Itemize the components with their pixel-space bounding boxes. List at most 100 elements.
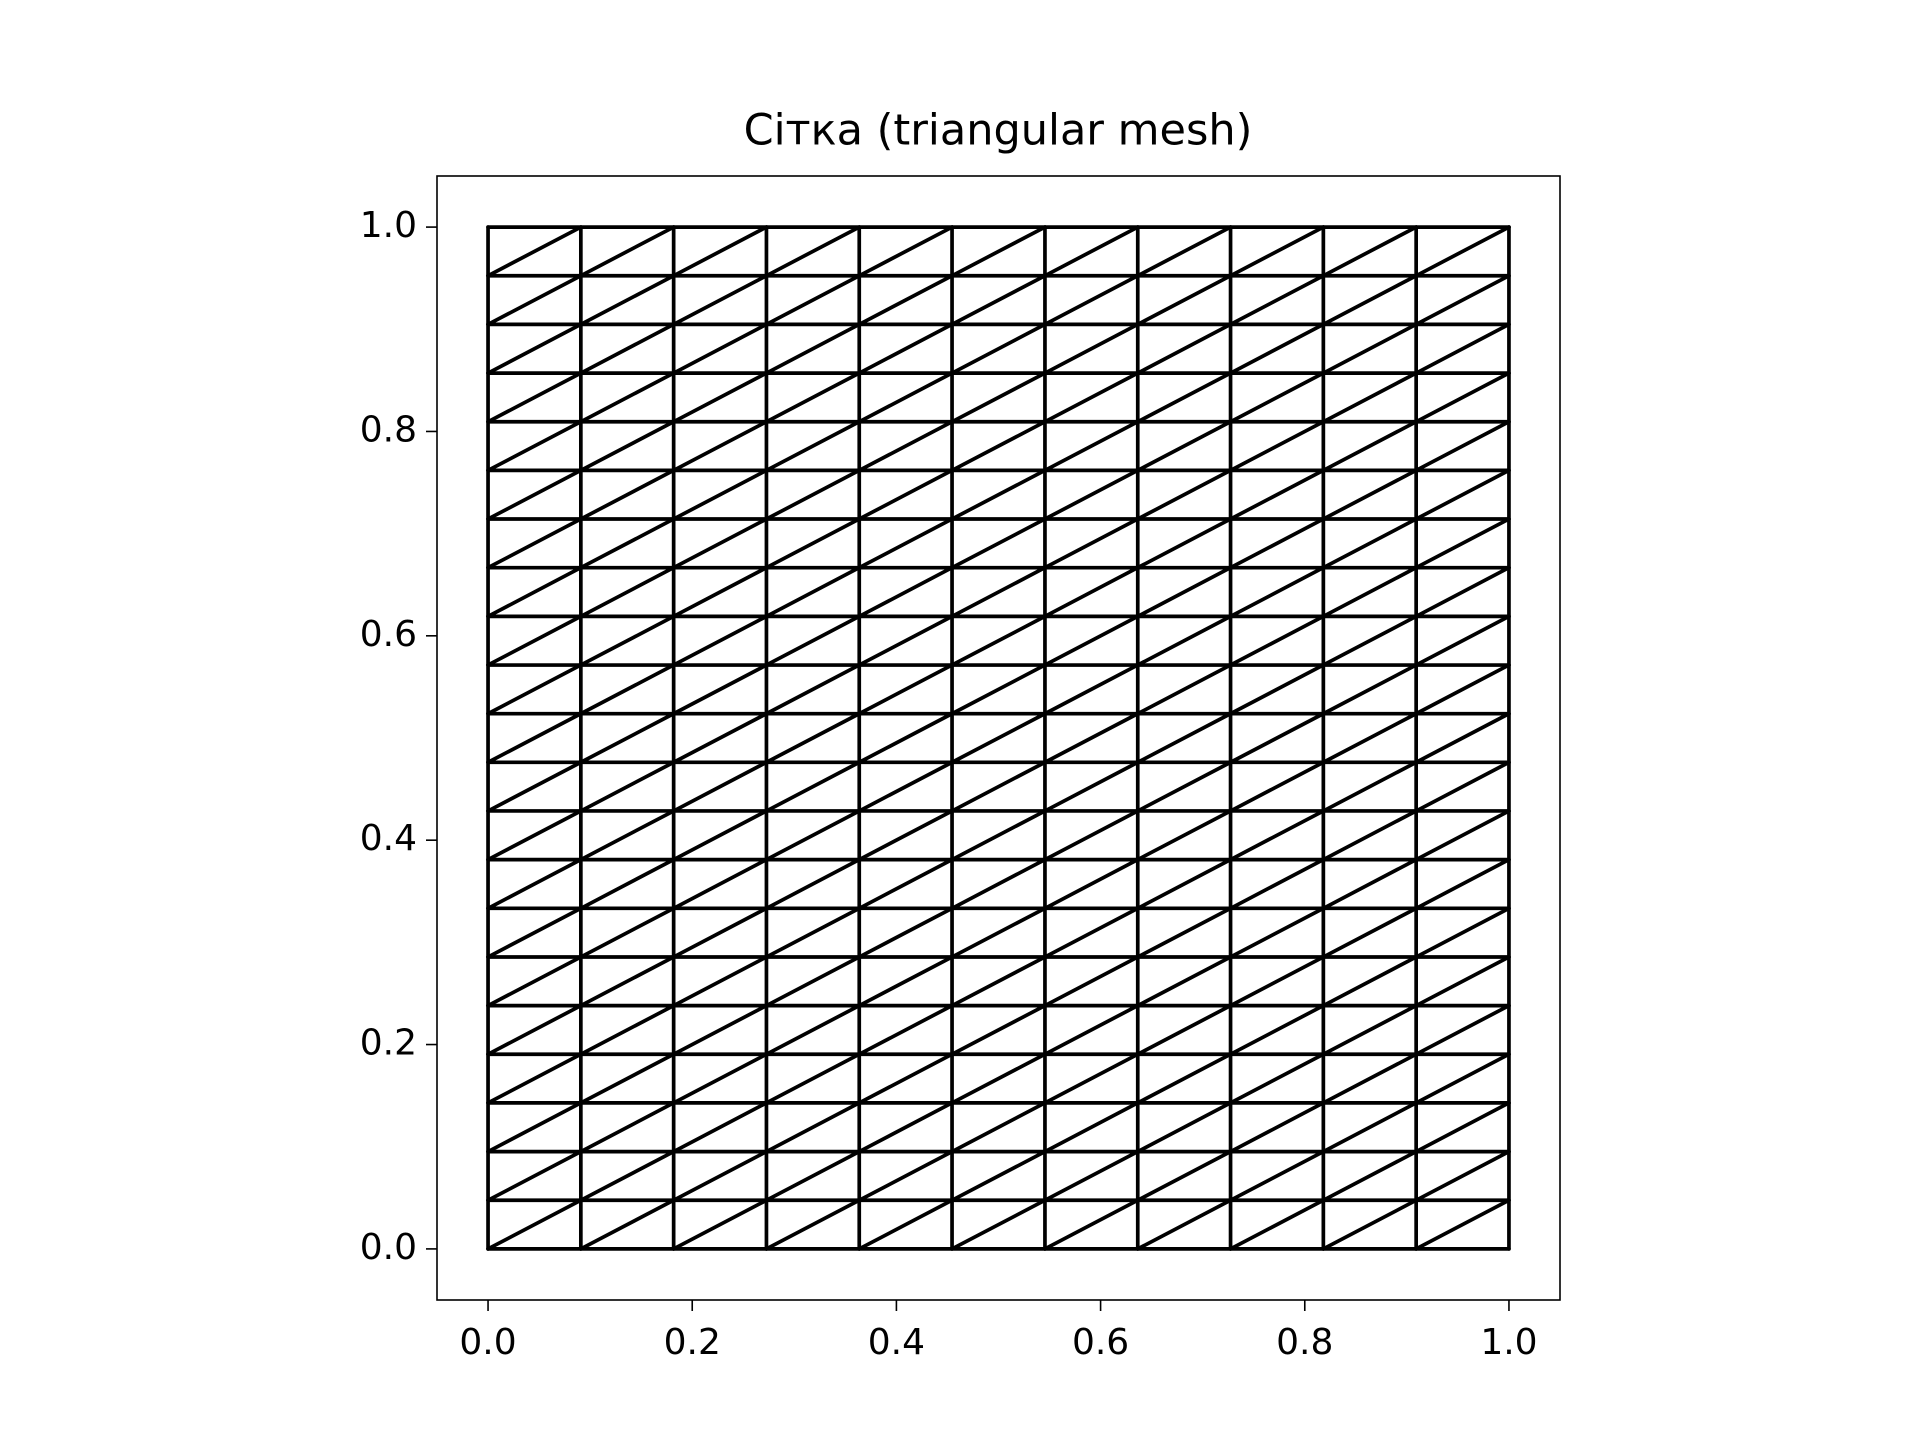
mesh-edge xyxy=(950,906,1047,959)
mesh-edge xyxy=(1321,809,1419,862)
mesh-edge xyxy=(1321,906,1419,959)
mesh-edge xyxy=(486,322,583,375)
mesh-edge xyxy=(578,273,676,327)
mesh-edge xyxy=(857,225,954,278)
mesh-edge xyxy=(1135,517,1233,570)
mesh-edge xyxy=(950,955,1047,1008)
mesh-edge xyxy=(1228,371,1326,424)
mesh-edge xyxy=(486,857,583,911)
mesh-edge xyxy=(1414,663,1511,716)
mesh-edge xyxy=(764,1101,862,1154)
mesh-edge xyxy=(857,322,954,375)
mesh-edge xyxy=(857,809,954,862)
mesh-edge xyxy=(857,565,954,619)
mesh-edge xyxy=(950,225,1047,278)
mesh-edge xyxy=(857,614,954,667)
mesh-edge xyxy=(1414,906,1511,959)
mesh-edge xyxy=(950,1149,1047,1203)
mesh-edge xyxy=(1321,273,1419,327)
mesh-edge xyxy=(1321,663,1419,716)
mesh-edge xyxy=(671,322,769,375)
mesh-edge xyxy=(1043,1052,1140,1105)
mesh-edge xyxy=(486,419,583,473)
mesh-edge xyxy=(764,225,862,278)
mesh-edge xyxy=(1414,1003,1511,1057)
mesh-edge xyxy=(1228,419,1326,473)
mesh-edge xyxy=(764,1149,862,1203)
mesh-edge xyxy=(671,419,769,473)
mesh-edge xyxy=(1414,322,1511,375)
mesh-edge xyxy=(1414,517,1511,570)
mesh-edge xyxy=(486,1101,583,1154)
mesh-edge xyxy=(671,614,769,667)
mesh-edge xyxy=(578,1003,676,1057)
mesh-edge xyxy=(950,857,1047,911)
mesh-edge xyxy=(486,1198,583,1251)
mesh-edge xyxy=(1135,371,1233,424)
mesh-edge xyxy=(950,809,1047,862)
mesh-edge xyxy=(578,760,676,813)
mesh-edge xyxy=(764,419,862,473)
mesh-edge xyxy=(578,517,676,570)
mesh-edge xyxy=(1228,1003,1326,1057)
mesh-edge xyxy=(1043,614,1140,667)
mesh-edge xyxy=(1321,1052,1419,1105)
x-tick-label: 0.2 xyxy=(664,1322,721,1363)
mesh-edge xyxy=(671,225,769,278)
mesh-edge xyxy=(1228,955,1326,1008)
mesh-edge xyxy=(671,906,769,959)
mesh-edge xyxy=(671,273,769,327)
mesh-edge xyxy=(486,565,583,619)
mesh-edge xyxy=(1414,565,1511,619)
mesh-edge xyxy=(1043,1149,1140,1203)
mesh-edge xyxy=(1321,468,1419,521)
mesh-edge xyxy=(950,711,1047,765)
mesh-edge xyxy=(671,565,769,619)
mesh-edge xyxy=(1414,711,1511,765)
mesh-edge xyxy=(950,760,1047,813)
mesh-edge xyxy=(1043,711,1140,765)
mesh-edge xyxy=(1228,809,1326,862)
mesh-edge xyxy=(1414,1149,1511,1203)
mesh-edge xyxy=(857,663,954,716)
mesh-edge xyxy=(1228,1101,1326,1154)
y-tick-label: 0.2 xyxy=(360,1023,417,1064)
mesh-edge xyxy=(1414,419,1511,473)
mesh-edge xyxy=(671,1101,769,1154)
mesh-edge xyxy=(578,1052,676,1105)
mesh-edge xyxy=(1321,955,1419,1008)
mesh-edge xyxy=(486,809,583,862)
mesh-edge xyxy=(486,663,583,716)
mesh-edge xyxy=(764,1198,862,1251)
mesh-edge xyxy=(578,906,676,959)
mesh-edge xyxy=(578,955,676,1008)
mesh-edge xyxy=(486,1003,583,1057)
mesh-edge xyxy=(1414,1052,1511,1105)
x-tick-label: 0.8 xyxy=(1276,1322,1333,1363)
mesh-edge xyxy=(1135,955,1233,1008)
mesh-edge xyxy=(671,1198,769,1251)
x-tick-label: 0.4 xyxy=(868,1322,925,1363)
mesh-edge xyxy=(1321,565,1419,619)
mesh-edge xyxy=(1414,371,1511,424)
mesh-edge xyxy=(1135,1101,1233,1154)
mesh-edge xyxy=(1228,906,1326,959)
mesh-edge xyxy=(1228,468,1326,521)
mesh-edge xyxy=(578,663,676,716)
mesh-edge xyxy=(764,711,862,765)
mesh-edge xyxy=(1043,809,1140,862)
mesh-edge xyxy=(764,565,862,619)
y-tick-label: 0.6 xyxy=(360,614,417,655)
mesh-edge xyxy=(486,1052,583,1105)
mesh-edge xyxy=(1135,1003,1233,1057)
mesh-edge xyxy=(578,419,676,473)
mesh-edge xyxy=(1414,468,1511,521)
mesh-edge xyxy=(1043,663,1140,716)
mesh-edge xyxy=(857,906,954,959)
mesh-edge xyxy=(1043,906,1140,959)
mesh-edge xyxy=(486,1149,583,1203)
mesh-edge xyxy=(1043,517,1140,570)
mesh-edge xyxy=(1228,614,1326,667)
